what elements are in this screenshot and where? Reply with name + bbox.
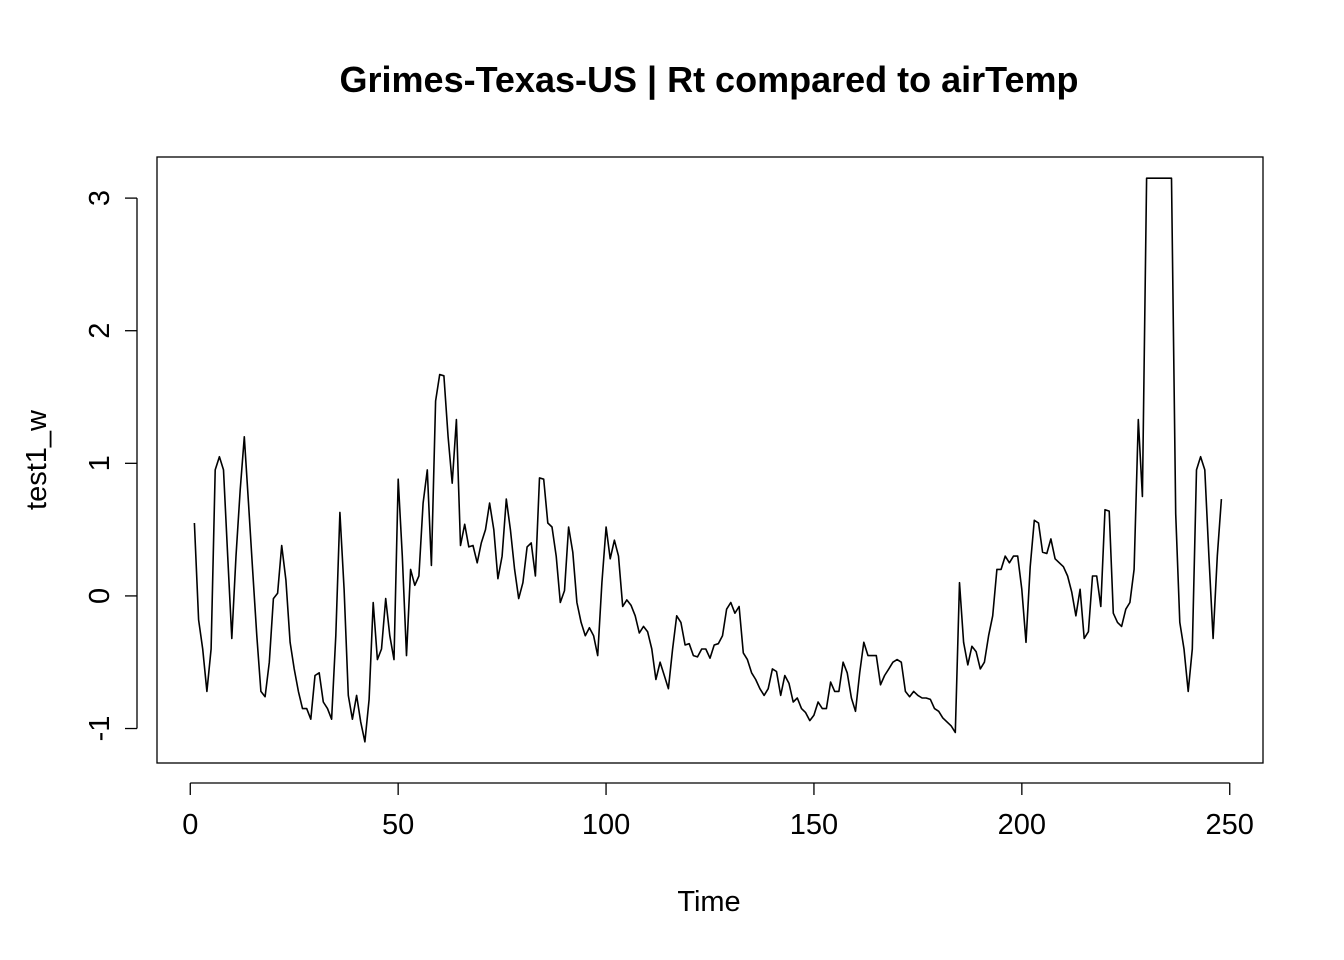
- chart-title: Grimes-Texas-US | Rt compared to airTemp: [340, 59, 1079, 101]
- y-axis: -1 0 1 2 3: [84, 190, 138, 742]
- y-axis-label: test1_w: [21, 409, 53, 510]
- x-axis-label: Time: [677, 886, 740, 918]
- y-tick-label: 3: [84, 190, 116, 206]
- x-tick-label: 100: [582, 809, 630, 841]
- series-line: [193, 177, 1223, 743]
- x-tick-label: 200: [998, 809, 1046, 841]
- x-tick-label: 50: [382, 809, 414, 841]
- x-tick-label: 0: [182, 809, 198, 841]
- y-tick-label: 0: [84, 588, 116, 604]
- x-tick-label: 150: [790, 809, 838, 841]
- x-tick-label: 250: [1206, 809, 1254, 841]
- y-tick-label: 1: [84, 455, 116, 471]
- y-tick-label: 2: [84, 323, 116, 339]
- plot-area-frame: [156, 156, 1264, 764]
- x-axis: 0 50 100 150 200 250: [182, 782, 1254, 841]
- y-tick-label: -1: [84, 716, 116, 742]
